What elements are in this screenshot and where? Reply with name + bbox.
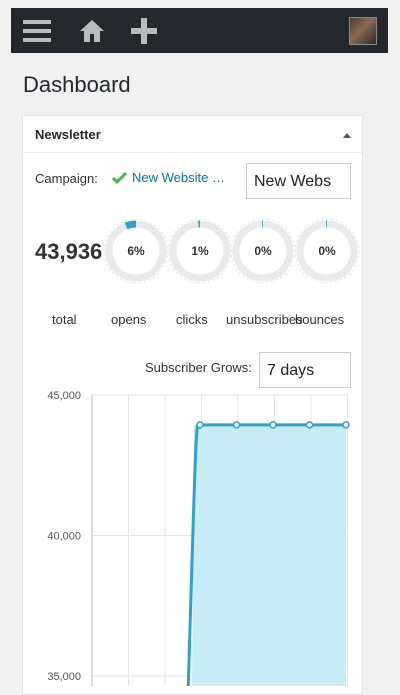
- campaign-link[interactable]: New Website …: [112, 170, 225, 185]
- campaign-label: Campaign:: [35, 171, 98, 186]
- opens-ring: 6%: [103, 218, 169, 284]
- data-point: [232, 421, 241, 429]
- clicks-label: clicks: [176, 312, 208, 327]
- bounces-ring-fill: [296, 220, 358, 282]
- hamburger-icon: [23, 19, 51, 42]
- unsubscribes-ring-fill: [232, 220, 294, 282]
- user-avatar[interactable]: [349, 17, 377, 45]
- unsubscribes-ring: 0%: [230, 218, 296, 284]
- home-icon: [80, 19, 104, 42]
- y-tick-label: 35,000: [47, 671, 81, 683]
- bounces-percent: 0%: [318, 244, 336, 258]
- data-point: [305, 421, 314, 429]
- data-point: [196, 421, 204, 429]
- unsubscribes-label: unsubscribes: [226, 312, 303, 327]
- series-area: [192, 424, 346, 686]
- y-tick-label: 40,000: [47, 531, 81, 543]
- page-title: Dashboard: [23, 72, 131, 97]
- checkmark-icon: [112, 171, 127, 184]
- top-toolbar: [11, 8, 388, 53]
- y-tick-label: 45,000: [47, 390, 81, 402]
- subscriber-growth-chart: 45,000 40,000 35,000: [47, 390, 350, 686]
- plus-icon: [131, 17, 157, 44]
- collapse-arrow-icon[interactable]: [343, 133, 351, 138]
- add-new-button[interactable]: [130, 8, 158, 53]
- opens-percent: 6%: [127, 244, 145, 258]
- growth-period-select[interactable]: 7 days: [259, 352, 351, 388]
- bounces-label: bounces: [295, 312, 345, 327]
- total-count: 43,936: [35, 239, 103, 264]
- widget-header[interactable]: Newsletter: [23, 116, 362, 153]
- unsubscribes-percent: 0%: [254, 244, 272, 258]
- total-label: total: [52, 312, 77, 327]
- menu-button[interactable]: [22, 8, 52, 53]
- home-button[interactable]: [78, 8, 106, 53]
- clicks-percent: 1%: [191, 244, 209, 258]
- campaign-name: New Website …: [132, 170, 225, 185]
- growth-label: Subscriber Grows:: [145, 360, 252, 375]
- campaign-select[interactable]: New Webs: [246, 163, 351, 199]
- widget-title: Newsletter: [35, 127, 101, 142]
- opens-label: opens: [111, 312, 147, 327]
- clicks-ring-fill: [169, 220, 231, 282]
- data-point: [342, 421, 350, 429]
- clicks-ring: 1%: [167, 218, 233, 284]
- opens-ring-fill: [105, 220, 167, 282]
- series-line: [186, 421, 346, 686]
- bounces-ring: 0%: [294, 218, 360, 284]
- data-point: [269, 421, 277, 429]
